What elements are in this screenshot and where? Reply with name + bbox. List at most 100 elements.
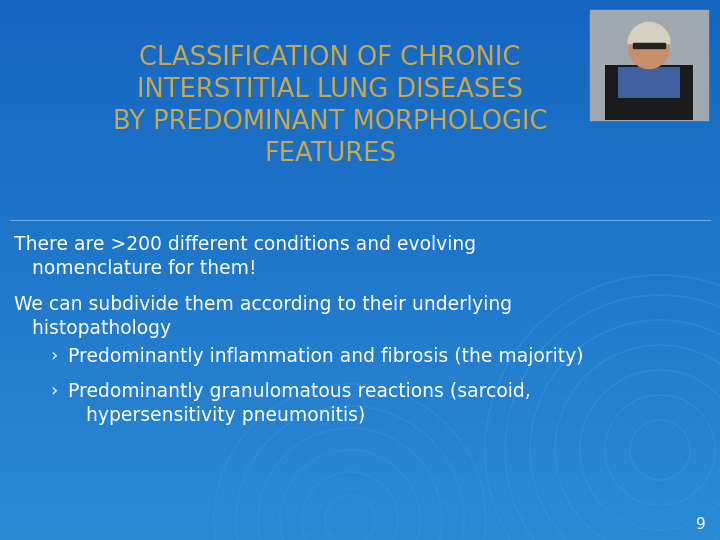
- Bar: [0, 275, 720, 281]
- Bar: [0, 535, 720, 540]
- Bar: [0, 335, 720, 340]
- Bar: [0, 162, 720, 167]
- Bar: [0, 70, 720, 76]
- Bar: [0, 38, 720, 43]
- Text: Predominantly inflammation and fibrosis (the majority): Predominantly inflammation and fibrosis …: [68, 347, 583, 366]
- Bar: [0, 270, 720, 275]
- Bar: [0, 313, 720, 319]
- Bar: [0, 486, 720, 491]
- Bar: [0, 356, 720, 362]
- Bar: [0, 243, 720, 248]
- Bar: [0, 32, 720, 38]
- Bar: [0, 464, 720, 470]
- Bar: [0, 16, 720, 22]
- Bar: [0, 367, 720, 373]
- Bar: [0, 22, 720, 27]
- Bar: [0, 481, 720, 486]
- Bar: [0, 394, 720, 400]
- Bar: [0, 297, 720, 302]
- Bar: [0, 373, 720, 378]
- Bar: [0, 238, 720, 243]
- Bar: [0, 157, 720, 162]
- Bar: [0, 405, 720, 410]
- Bar: [0, 140, 720, 146]
- Bar: [0, 211, 720, 216]
- Bar: [0, 189, 720, 194]
- Bar: [0, 124, 720, 130]
- Bar: [0, 410, 720, 416]
- Bar: [0, 437, 720, 443]
- Bar: [633, 43, 665, 48]
- Bar: [0, 119, 720, 124]
- Bar: [0, 184, 720, 189]
- Text: We can subdivide them according to their underlying
   histopathology: We can subdivide them according to their…: [14, 295, 512, 338]
- Bar: [0, 259, 720, 265]
- Bar: [0, 200, 720, 205]
- Bar: [0, 351, 720, 356]
- Bar: [0, 81, 720, 86]
- Bar: [0, 113, 720, 119]
- Bar: [0, 248, 720, 254]
- Bar: [0, 491, 720, 497]
- Bar: [0, 97, 720, 103]
- Bar: [0, 346, 720, 351]
- Bar: [0, 167, 720, 173]
- Bar: [0, 518, 720, 524]
- Bar: [0, 362, 720, 367]
- Bar: [0, 292, 720, 297]
- Bar: [0, 324, 720, 329]
- Bar: [0, 76, 720, 81]
- Bar: [0, 416, 720, 421]
- Bar: [0, 146, 720, 151]
- Bar: [0, 221, 720, 227]
- Bar: [0, 0, 720, 5]
- Bar: [0, 508, 720, 513]
- Bar: [0, 329, 720, 335]
- Bar: [0, 5, 720, 11]
- Wedge shape: [628, 23, 670, 44]
- Text: ›: ›: [50, 347, 58, 365]
- Bar: [0, 421, 720, 427]
- Circle shape: [629, 29, 669, 69]
- Bar: [0, 302, 720, 308]
- Bar: [0, 216, 720, 221]
- Bar: [0, 194, 720, 200]
- Bar: [0, 232, 720, 238]
- Bar: [0, 265, 720, 270]
- Bar: [0, 227, 720, 232]
- Bar: [0, 151, 720, 157]
- Bar: [0, 475, 720, 481]
- FancyBboxPatch shape: [605, 65, 693, 120]
- Bar: [0, 108, 720, 113]
- Bar: [0, 130, 720, 135]
- Bar: [0, 135, 720, 140]
- Bar: [0, 340, 720, 346]
- Bar: [0, 254, 720, 259]
- Bar: [0, 205, 720, 211]
- Bar: [0, 43, 720, 49]
- Bar: [0, 49, 720, 54]
- Bar: [0, 319, 720, 324]
- Bar: [0, 448, 720, 454]
- Text: 9: 9: [696, 517, 706, 532]
- Bar: [0, 65, 720, 70]
- Bar: [0, 308, 720, 313]
- Bar: [0, 513, 720, 518]
- Bar: [0, 281, 720, 286]
- Bar: [0, 497, 720, 502]
- Bar: [0, 470, 720, 475]
- Bar: [0, 178, 720, 184]
- Text: CLASSIFICATION OF CHRONIC
INTERSTITIAL LUNG DISEASES
BY PREDOMINANT MORPHOLOGIC
: CLASSIFICATION OF CHRONIC INTERSTITIAL L…: [113, 45, 547, 167]
- Bar: [0, 86, 720, 92]
- Bar: [0, 427, 720, 432]
- Bar: [0, 443, 720, 448]
- Bar: [0, 400, 720, 405]
- Bar: [0, 92, 720, 97]
- Bar: [0, 524, 720, 529]
- Text: Predominantly granulomatous reactions (sarcoid,
   hypersensitivity pneumonitis): Predominantly granulomatous reactions (s…: [68, 382, 531, 426]
- FancyBboxPatch shape: [618, 67, 680, 98]
- Bar: [0, 378, 720, 383]
- Bar: [0, 529, 720, 535]
- Bar: [0, 459, 720, 464]
- Bar: [0, 286, 720, 292]
